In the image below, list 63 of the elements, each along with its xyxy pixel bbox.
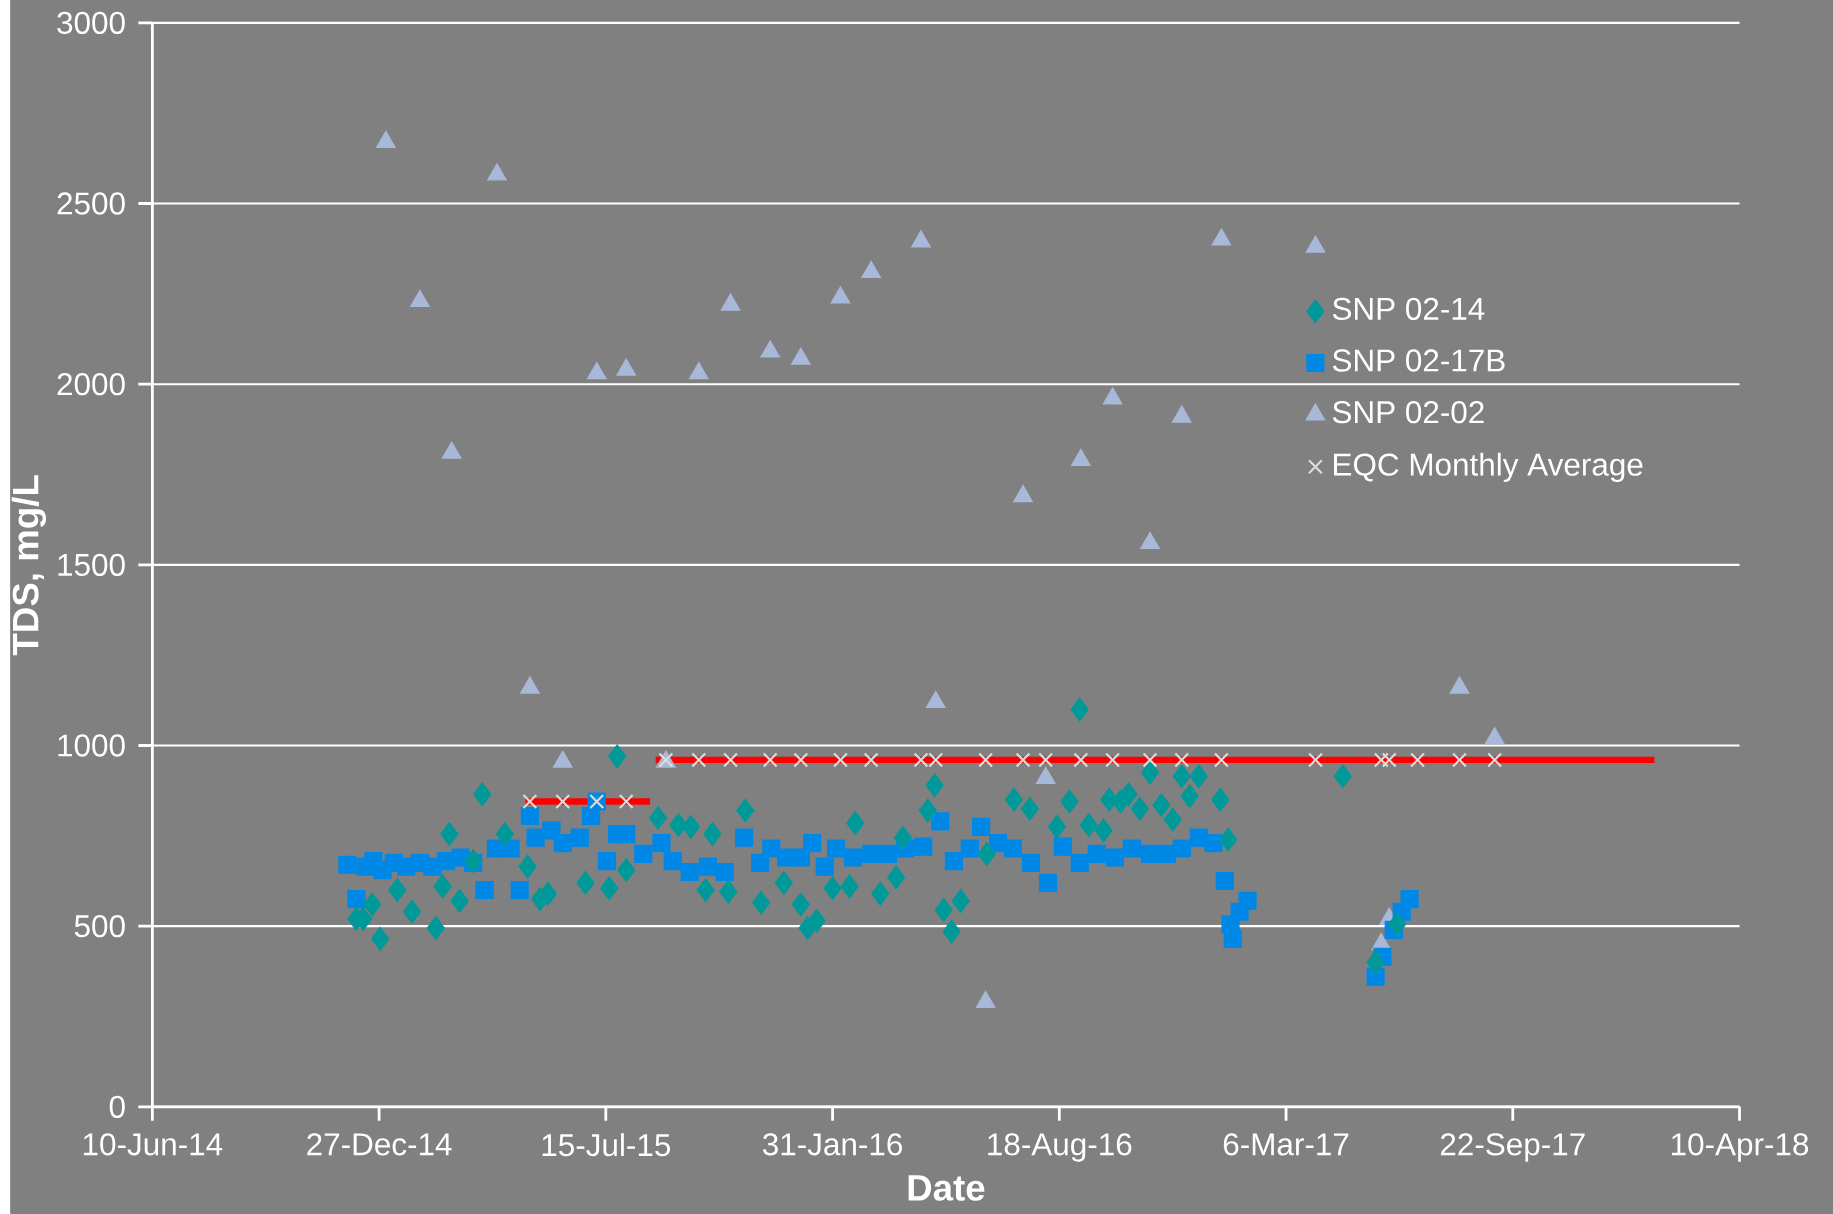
x-tick-label: 10-Apr-18 — [1672, 1133, 1809, 1162]
point — [861, 260, 881, 278]
y-tick-label: 0 — [109, 1095, 125, 1118]
point — [1373, 752, 1389, 768]
point — [1171, 405, 1192, 423]
y-tick-label: 1500 — [58, 553, 125, 576]
point — [487, 163, 507, 181]
x-tick-label: 22-Sep-17 — [1440, 1133, 1585, 1162]
point — [1213, 752, 1229, 768]
point — [1452, 752, 1467, 768]
y-axis-title: TDS, mg/L — [11, 475, 47, 656]
point — [410, 289, 430, 307]
y-tick-label: 3000 — [57, 11, 125, 34]
y-tick-label: 1000 — [58, 734, 125, 757]
point — [720, 293, 741, 311]
x-tick-label: 31-Jan-16 — [762, 1133, 902, 1156]
x-tick-label: 27-Dec-14 — [307, 1133, 452, 1156]
point — [618, 793, 634, 809]
y-tick-label: 2000 — [57, 372, 125, 396]
y-tick-label: 2500 — [57, 192, 125, 215]
legend-label: SNP 02-14 — [1332, 297, 1485, 320]
x-tick-label: 15-Jul-15 — [542, 1133, 671, 1157]
x-tick-label: 6-Mar-17 — [1223, 1133, 1349, 1156]
point — [1308, 752, 1324, 768]
point — [1102, 387, 1123, 405]
point — [691, 752, 707, 768]
point — [616, 358, 637, 376]
legend-label: SNP 02-02 — [1332, 400, 1484, 424]
point — [762, 752, 778, 768]
point — [586, 362, 607, 380]
point — [555, 793, 571, 809]
point — [441, 441, 462, 459]
point — [1013, 484, 1033, 503]
point — [760, 340, 780, 358]
point — [1211, 228, 1232, 246]
point — [1073, 752, 1089, 768]
x-tick-label: 10-Jun-14 — [83, 1133, 223, 1156]
point — [791, 347, 811, 365]
x-tick-label: 18-Aug-16 — [988, 1133, 1132, 1162]
point — [1487, 752, 1503, 768]
point — [1071, 448, 1091, 466]
point — [1038, 752, 1054, 768]
point — [863, 752, 879, 768]
point — [830, 286, 851, 304]
x-axis-title: Date — [908, 1175, 985, 1201]
point — [1410, 752, 1426, 768]
legend-label: EQC Monthly Average — [1334, 452, 1643, 482]
point — [1174, 752, 1190, 768]
point — [1140, 531, 1160, 549]
y-tick-label: 500 — [74, 914, 125, 938]
point — [1305, 235, 1326, 253]
point — [1381, 752, 1397, 768]
point — [1105, 752, 1121, 768]
point — [689, 362, 709, 380]
point — [833, 752, 848, 768]
point — [522, 793, 538, 809]
point — [1015, 752, 1031, 768]
legend-label: SNP 02-17B — [1332, 349, 1505, 372]
point — [978, 752, 994, 768]
point — [793, 752, 809, 768]
point — [376, 130, 396, 148]
point — [723, 752, 739, 768]
point — [911, 230, 931, 248]
